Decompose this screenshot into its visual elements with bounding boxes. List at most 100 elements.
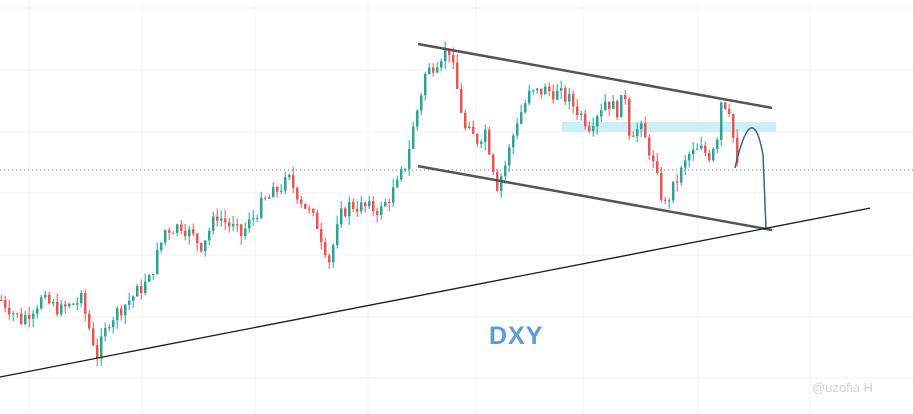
candle-body <box>292 174 295 188</box>
candle-body <box>640 123 643 130</box>
channel-lower-line <box>417 164 773 232</box>
candle-body <box>668 200 671 202</box>
candle-body <box>592 126 595 132</box>
candle-body <box>40 297 43 309</box>
candle-body <box>132 296 135 301</box>
candle-body <box>444 49 447 62</box>
candle-body <box>600 110 603 117</box>
candle-body <box>344 208 347 217</box>
candle-body <box>276 186 279 192</box>
candle-body <box>424 73 427 96</box>
candle-body <box>328 255 331 263</box>
candle-body <box>168 230 171 233</box>
candle-body <box>376 211 379 215</box>
candle-body <box>260 197 263 218</box>
candle-body <box>268 197 271 199</box>
candle-body <box>624 95 627 100</box>
candle-body <box>684 160 687 168</box>
candle-body <box>24 315 27 324</box>
candle-body <box>516 123 519 136</box>
candle-body <box>32 313 35 319</box>
candle-body <box>300 199 303 204</box>
candle-body <box>212 216 215 231</box>
candle-body <box>308 208 311 210</box>
candle-body <box>68 303 71 307</box>
candle-body <box>16 313 19 315</box>
candle-body <box>192 229 195 234</box>
candle-body <box>248 219 251 229</box>
candle-body <box>596 116 599 127</box>
candle-body <box>524 103 527 113</box>
candle-body <box>416 110 419 127</box>
candle-body <box>152 273 155 276</box>
candle-body <box>200 243 203 252</box>
candle-body <box>64 304 67 307</box>
candle-body <box>44 294 47 298</box>
candle-body <box>476 133 479 144</box>
candle-body <box>320 229 323 243</box>
candle-body <box>588 126 591 132</box>
candle-body <box>244 228 247 236</box>
candle-body <box>580 113 583 116</box>
candle-body <box>312 208 315 213</box>
candle-body <box>552 91 555 100</box>
symbol-label: DXY <box>489 322 544 350</box>
candle-body <box>412 126 415 149</box>
candle-body <box>568 94 571 102</box>
candle-body <box>564 88 567 102</box>
candle-body <box>736 137 739 163</box>
candle-body <box>428 67 431 74</box>
candle-body <box>392 187 395 203</box>
candle-body <box>92 328 95 346</box>
candle-body <box>696 148 699 150</box>
candle-body <box>460 88 463 113</box>
candle-body <box>680 167 683 183</box>
candle-body <box>560 88 563 91</box>
candle-body <box>456 62 459 89</box>
candle-body <box>4 300 7 308</box>
candle-body <box>252 217 255 220</box>
candle-body <box>116 308 119 321</box>
candle-body <box>196 233 199 244</box>
candle-body <box>636 129 639 137</box>
candle-body <box>332 245 335 263</box>
candle-body <box>108 327 111 329</box>
candle-body <box>720 102 723 140</box>
candle-body <box>732 113 735 138</box>
candle-body <box>396 179 399 188</box>
candle-body <box>356 209 359 212</box>
candle-body <box>136 286 139 297</box>
candle-body <box>420 95 423 111</box>
candle-body <box>404 168 407 170</box>
candle-body <box>144 281 147 294</box>
candle-body <box>284 177 287 191</box>
candle-body <box>148 275 151 282</box>
candle-body <box>532 90 535 92</box>
candle-body <box>384 202 387 207</box>
candle-body <box>704 145 707 153</box>
candle-body <box>288 174 291 178</box>
candle-body <box>324 242 327 256</box>
candle-body <box>8 307 11 315</box>
candle-body <box>80 293 83 304</box>
candle-body <box>504 165 507 177</box>
candle-body <box>264 197 267 199</box>
candle-body <box>272 186 275 198</box>
candle-body <box>176 224 179 233</box>
candle-body <box>240 224 243 236</box>
candle-body <box>692 149 695 155</box>
candle-body <box>236 224 239 226</box>
candle-body <box>28 315 31 319</box>
candle-body <box>164 230 167 243</box>
candle-body <box>548 86 551 92</box>
candle-body <box>500 176 503 191</box>
candle-body <box>644 123 647 138</box>
candle-body <box>84 293 87 314</box>
candle-body <box>540 88 543 95</box>
candle-body <box>616 101 619 118</box>
candle-body <box>12 313 15 315</box>
candle-body <box>632 135 635 137</box>
candle-body <box>52 301 55 304</box>
candle-body <box>676 181 679 183</box>
candle-body <box>368 201 371 207</box>
